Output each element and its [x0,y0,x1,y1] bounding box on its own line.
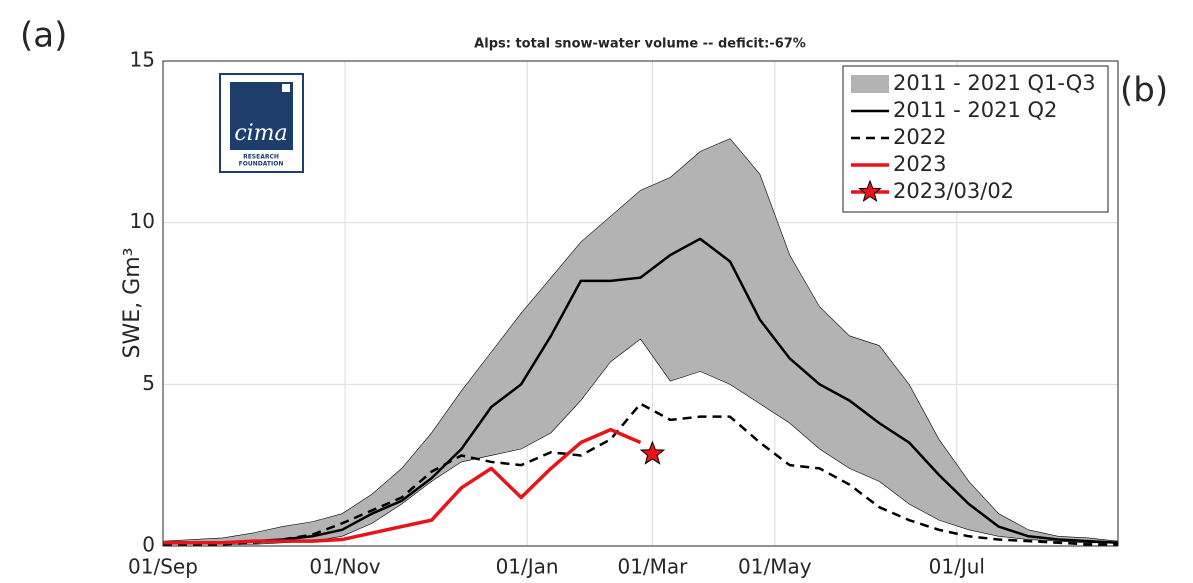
series-line [163,427,642,545]
star-marker [639,440,666,465]
x-tick-label: 01/Jul [929,555,985,579]
x-tick-label: 01/Nov [309,555,380,579]
legend-label: 2022 [893,125,946,149]
series-line [163,237,1119,545]
logo-name: cima [234,121,287,146]
y-tick-label: 0 [142,533,155,557]
legend-label: 2011 - 2021 Q1-Q3 [893,71,1096,95]
y-axis-label: SWE, Gm³ [120,248,145,359]
legend-label: 2023/03/02 [893,179,1014,203]
x-tick-label: 01/Mar [617,555,688,579]
logo-text: RESEARCH [243,154,279,161]
panel-label: (b) [1120,71,1168,111]
legend-swatch [851,75,889,93]
x-tick-label: 01/Jan [496,555,559,579]
legend-label: 2023 [893,152,946,176]
legend-swatch [858,179,882,203]
logo-block [230,82,293,150]
x-tick-label: 01/May [738,555,812,579]
y-tick-label: 15 [130,48,155,72]
logo-dot [282,84,290,92]
x-tick-label: 01/Sep [128,555,198,579]
y-tick-label: 10 [130,209,155,233]
logo-text: FOUNDATION [239,161,284,168]
legend-label: 2011 - 2021 Q2 [893,98,1057,122]
chart-title: Alps: total snow-water volume -- deficit… [474,37,806,52]
y-tick-label: 5 [142,371,155,395]
plot-frame [162,60,1119,547]
panel-label: (a) [20,16,67,56]
